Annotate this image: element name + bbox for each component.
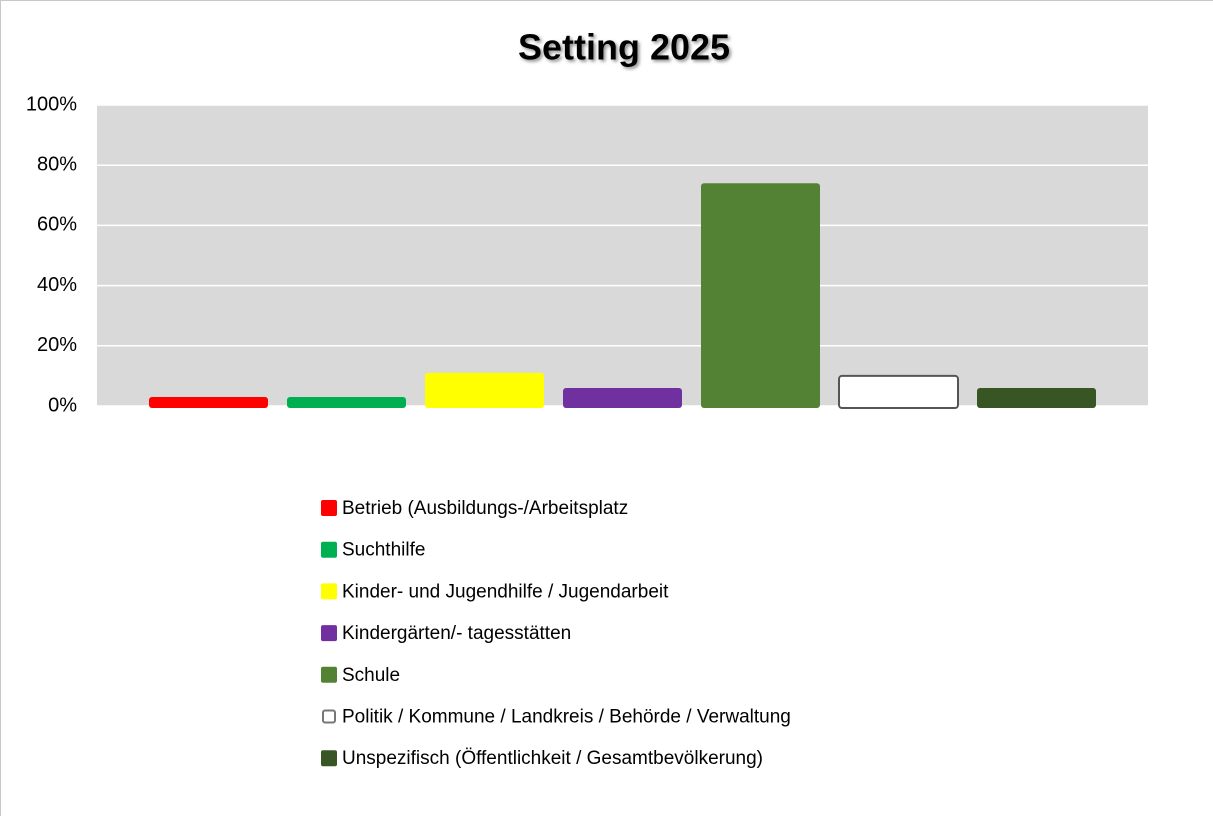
bar xyxy=(149,396,268,408)
legend-swatch xyxy=(321,666,337,683)
legend-label: Politik / Kommune / Landkreis / Behörde … xyxy=(342,707,791,728)
y-tick-label: 60% xyxy=(37,214,77,236)
y-tick-label: 40% xyxy=(37,274,77,296)
y-tick-label: 80% xyxy=(37,153,77,175)
plot-area xyxy=(97,105,1148,406)
legend-label: Kinder- und Jugendhilfe / Jugendarbeit xyxy=(342,581,669,602)
chart-title: Setting 2025 xyxy=(518,27,730,68)
legend-swatch xyxy=(321,583,337,600)
legend-swatch xyxy=(321,541,337,558)
legend-label: Kindergärten/- tagesstätten xyxy=(342,623,571,644)
legend-swatch xyxy=(321,750,337,767)
legend-label: Unspezifisch (Öffentlichkeit / Gesamtbev… xyxy=(342,748,763,769)
y-tick-label: 100% xyxy=(26,93,77,115)
y-tick-label: 0% xyxy=(48,394,77,416)
bar xyxy=(425,372,544,408)
legend-label: Schule xyxy=(342,665,400,686)
legend-swatch xyxy=(322,709,336,724)
y-tick-label: 20% xyxy=(37,334,77,356)
bar xyxy=(563,387,682,408)
legend-swatch xyxy=(321,625,337,642)
legend-label: Betrieb (Ausbildungs-/Arbeitsplatz xyxy=(342,498,628,519)
bar xyxy=(977,387,1096,408)
bar xyxy=(701,183,820,408)
bar xyxy=(838,374,959,409)
legend-swatch xyxy=(321,500,337,516)
legend-label: Suchthilfe xyxy=(342,540,425,561)
bar xyxy=(287,396,406,408)
